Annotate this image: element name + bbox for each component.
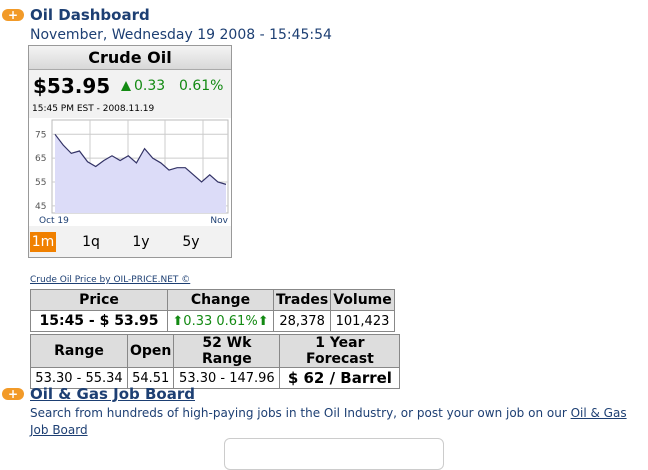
header-cell: Range: [30, 334, 128, 368]
range-tab[interactable]: 5y: [182, 234, 200, 250]
y-tick-label: 55: [35, 178, 46, 188]
credit-link[interactable]: Crude Oil Price by OIL-PRICE.NET ©: [30, 275, 191, 285]
range-tab[interactable]: 1q: [82, 234, 100, 250]
cell: $ 62 / Barrel: [279, 367, 401, 389]
cell-text: 0.33 0.61%: [183, 313, 258, 329]
arrow: ⬆: [172, 313, 184, 329]
jobs-title[interactable]: Oil & Gas Job Board: [30, 385, 195, 403]
tabs: 1m 1q 1y 5y: [30, 232, 230, 252]
arrow: ⬆: [257, 313, 269, 329]
jobs-desc: Search from hundreds of high-paying jobs…: [30, 406, 567, 420]
jobs-text: Search from hundreds of high-paying jobs…: [30, 405, 640, 439]
range-table: Range Open 52 Wk Range 1 Year Forecast 53.3…: [30, 334, 401, 389]
change-cell: ⬆0.33 0.61%⬆: [167, 310, 274, 332]
price-chart: 45 55 65 75 Oct 19 Nov: [35, 119, 229, 226]
header-cell: 52 Wk Range: [173, 334, 281, 368]
x-tick-label: Oct 19: [39, 216, 69, 226]
header-cell: Trades: [272, 289, 332, 311]
timestamp: 15:45 PM EST - 2008.11.19: [32, 104, 155, 114]
change: 0.33: [134, 78, 166, 94]
cell: 54.51: [126, 367, 175, 389]
cell: 53.30 - 147.96: [173, 367, 281, 389]
jobs-link[interactable]: Oil & Gas Job Board: [30, 406, 627, 437]
plus-icon: +: [2, 388, 24, 400]
cell: 15:45 - $ 53.95: [30, 310, 168, 332]
header-cell: Volume: [330, 289, 395, 311]
header-cell: Change: [167, 289, 274, 311]
widget-title: Crude Oil: [29, 46, 231, 70]
page: {"header": {"title": "Oil Dashboard", "d…: [2, 6, 640, 470]
date-line: November, Wednesday 19 2008 - 15:45:54: [30, 27, 332, 43]
up-arrow: [121, 81, 131, 91]
page-body: + Oil Dashboard November, Wednesday 19 2…: [2, 6, 640, 470]
quote-table: Price Change Trades Volume 15:45 - $ 53.95 ⬆…: [30, 289, 395, 332]
y-tick-label: 75: [35, 130, 46, 140]
header-cell: 1 Year Forecast: [279, 334, 401, 368]
page-title: Oil Dashboard: [30, 6, 150, 24]
y-tick-label: 65: [35, 154, 46, 164]
cell: 28,378: [272, 310, 332, 332]
cell: 101,423: [330, 310, 395, 332]
price: $53.95: [33, 74, 111, 98]
job-banner: [224, 438, 444, 470]
y-tick-label: 45: [35, 202, 46, 212]
percent: 0.61%: [179, 78, 224, 94]
line: [54, 133, 227, 185]
plus-icon: +: [2, 9, 24, 21]
range-tab[interactable]: 1y: [132, 234, 150, 250]
range-tab[interactable]: 1m: [30, 232, 56, 252]
area: [55, 134, 226, 213]
header-cell: Open: [126, 334, 175, 368]
header-cell: Price: [30, 289, 168, 311]
x-tick-label: Nov: [210, 216, 228, 226]
